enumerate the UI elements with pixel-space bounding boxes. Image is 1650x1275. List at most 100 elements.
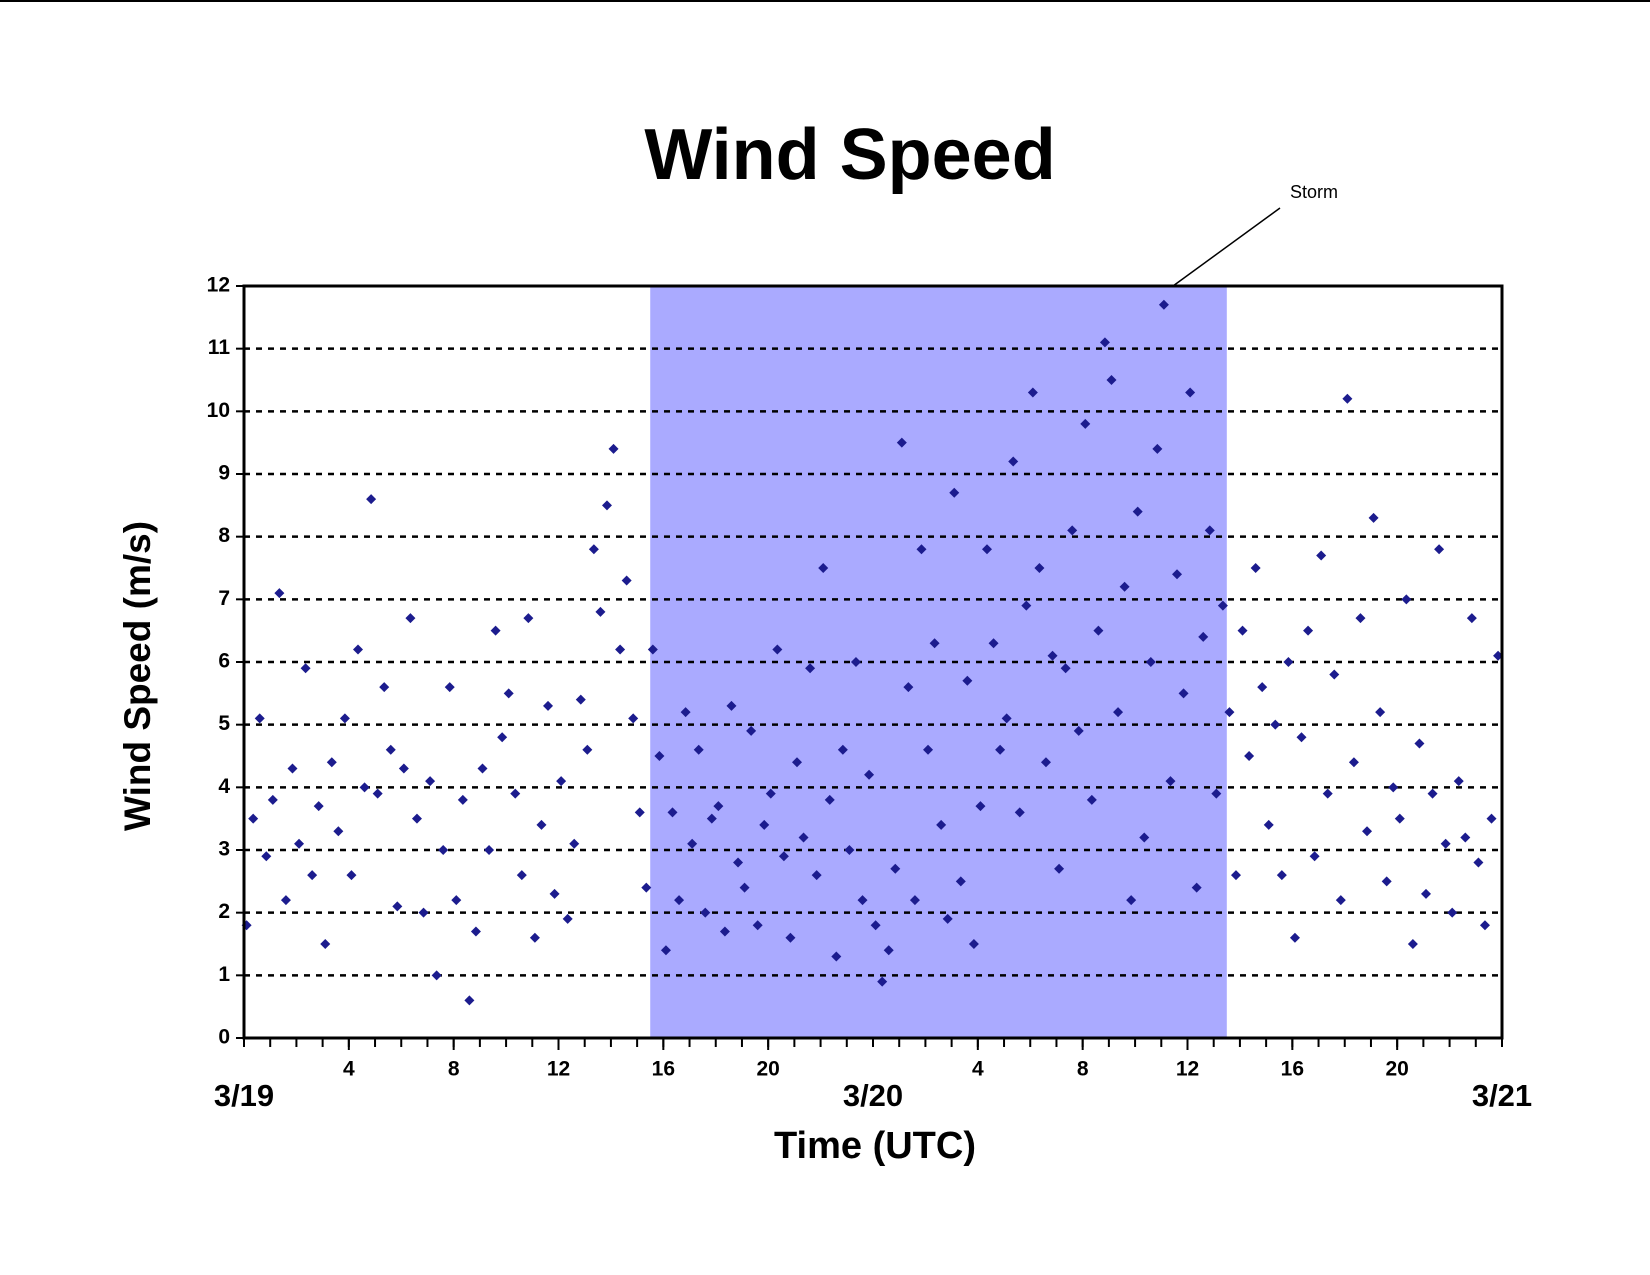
data-point (1152, 443, 1163, 454)
data-point (949, 487, 960, 498)
data-point (287, 763, 298, 774)
data-point (1054, 863, 1065, 874)
data-point (1283, 657, 1294, 667)
data-point (1034, 563, 1045, 573)
data-point (706, 813, 717, 824)
x-tick-label: 4 (343, 1058, 355, 1081)
data-point (1113, 707, 1124, 718)
data-point (1289, 932, 1300, 943)
data-point (660, 945, 671, 956)
data-point (353, 644, 364, 655)
data-point (595, 606, 606, 617)
data-point (962, 675, 973, 686)
data-point (791, 757, 802, 768)
data-point (850, 657, 861, 667)
data-point (1106, 375, 1117, 385)
date-tick-label: 3/20 (843, 1078, 903, 1113)
data-point (411, 813, 422, 824)
data-point (1099, 337, 1110, 348)
data-point (870, 920, 881, 931)
data-point (621, 575, 632, 586)
data-point (1237, 625, 1248, 636)
data-point (982, 544, 993, 555)
data-point (857, 895, 868, 906)
data-point (903, 682, 914, 693)
data-point (1139, 832, 1150, 843)
data-point (313, 801, 324, 812)
data-point (261, 851, 272, 862)
data-point (470, 926, 481, 937)
data-point (510, 788, 521, 799)
data-point (523, 613, 534, 624)
data-point (1355, 613, 1366, 624)
x-tick-label: 8 (448, 1058, 460, 1081)
data-point (942, 913, 953, 924)
data-point (1414, 738, 1425, 749)
data-point (654, 751, 665, 761)
data-point (1040, 757, 1051, 768)
data-point (516, 870, 527, 881)
y-tick-label: 10 (207, 399, 230, 422)
data-point (1191, 882, 1202, 893)
data-point (339, 713, 350, 724)
data-point (1204, 525, 1215, 536)
data-point (1093, 625, 1104, 636)
data-point (864, 769, 875, 780)
date-tick-label: 3/21 (1472, 1078, 1532, 1113)
y-tick-label: 3 (218, 838, 230, 861)
data-point (1211, 788, 1222, 799)
data-point (719, 926, 730, 937)
x-tick-label: 12 (1176, 1058, 1199, 1081)
data-point (726, 700, 737, 711)
data-point (1316, 550, 1327, 561)
data-point (1401, 594, 1412, 605)
data-point (1014, 807, 1025, 818)
data-point (326, 757, 337, 768)
data-point (674, 895, 685, 906)
data-point (601, 500, 612, 511)
data-point (556, 776, 567, 787)
y-tick-label: 11 (208, 336, 231, 359)
data-point (497, 732, 508, 743)
data-point (929, 638, 940, 649)
data-point (896, 437, 907, 448)
data-point (320, 939, 331, 949)
data-point (562, 913, 573, 924)
x-tick-label: 16 (652, 1058, 675, 1081)
data-point (837, 744, 848, 755)
data-point (359, 782, 370, 793)
data-point (379, 682, 390, 693)
x-axis-title: Time (UTC) (774, 1125, 976, 1167)
data-point (1132, 506, 1143, 517)
data-point (1368, 512, 1379, 523)
data-point (346, 870, 357, 881)
data-point (366, 494, 377, 505)
data-point (739, 882, 750, 893)
y-tick-label: 5 (218, 712, 230, 735)
data-point (549, 888, 560, 899)
y-tick-label: 1 (218, 963, 230, 986)
data-point (752, 920, 763, 931)
data-point (536, 819, 547, 830)
data-point (1329, 669, 1340, 680)
data-point (372, 788, 383, 799)
data-point (700, 907, 711, 918)
data-point (248, 813, 259, 824)
data-point (254, 713, 265, 724)
data-point (1198, 631, 1209, 642)
data-point (1420, 888, 1431, 899)
data-point (588, 544, 599, 555)
data-point (693, 744, 704, 755)
data-point (687, 838, 698, 849)
data-point (1060, 663, 1071, 674)
data-point (438, 845, 449, 855)
data-point (1073, 725, 1084, 736)
data-point (844, 845, 855, 855)
data-point (1303, 625, 1314, 636)
data-point (1185, 387, 1196, 398)
data-point (529, 932, 540, 943)
data-point (667, 807, 678, 818)
y-tick-label: 0 (218, 1026, 230, 1049)
data-point (1257, 682, 1268, 693)
